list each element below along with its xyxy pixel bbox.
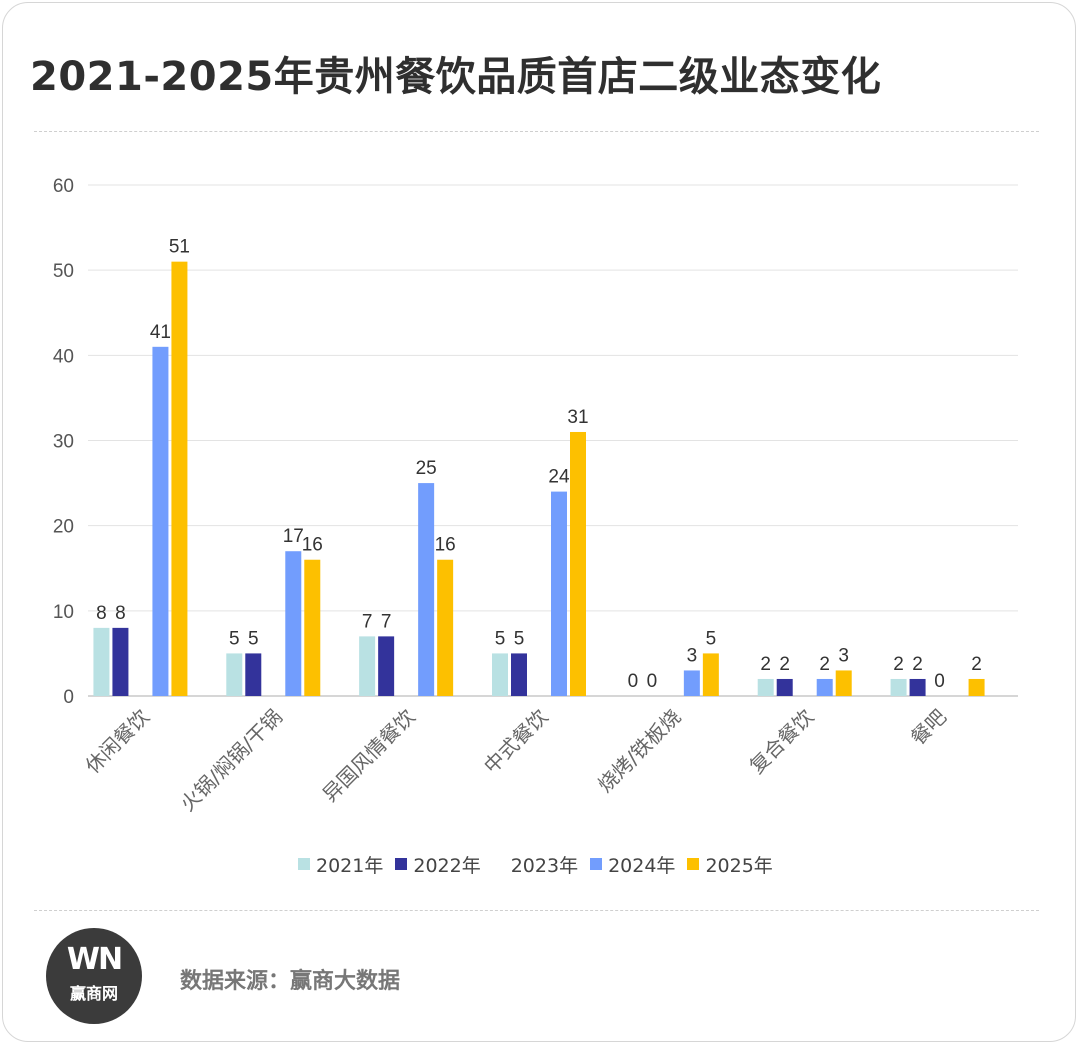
data-label: 7 <box>381 611 392 632</box>
source-name: 赢商大数据 <box>290 969 401 994</box>
legend-swatch <box>395 858 408 870</box>
legend-item: 2021年 <box>298 851 383 878</box>
bar <box>776 678 793 696</box>
data-source: 数据来源：赢商大数据 <box>180 963 400 995</box>
data-label: 16 <box>435 535 456 556</box>
x-category-label: 火锅/焖锅/干锅 <box>175 705 286 816</box>
bar <box>757 678 774 696</box>
chart-legend: 2021年 2022年 2023年 2024年 2025年 <box>298 851 785 878</box>
x-category-label: 餐吧 <box>906 705 951 750</box>
data-label: 2 <box>912 654 923 675</box>
data-label: 5 <box>229 628 240 649</box>
data-label: 31 <box>567 407 588 428</box>
data-label: 5 <box>514 628 525 649</box>
bar <box>570 431 586 696</box>
bar <box>437 559 454 696</box>
data-label: 17 <box>283 526 304 547</box>
data-label: 2 <box>779 654 790 675</box>
bar <box>511 653 527 696</box>
y-tick-label: 60 <box>53 176 74 197</box>
x-category-label: 异国风情餐饮 <box>318 705 420 807</box>
data-label: 2 <box>893 654 904 675</box>
legend-label: 2024年 <box>608 854 676 877</box>
data-label: 7 <box>362 611 373 632</box>
x-category-label: 中式餐饮 <box>479 705 553 779</box>
bar <box>226 653 243 696</box>
bar <box>152 346 169 696</box>
data-label: 0 <box>647 671 658 692</box>
legend-swatch <box>687 858 700 870</box>
data-label: 2 <box>971 654 982 675</box>
bar <box>304 559 321 696</box>
bar <box>835 670 852 696</box>
bar <box>171 261 188 696</box>
legend-label: 2025年 <box>705 854 773 877</box>
data-label: 25 <box>416 458 437 479</box>
bar <box>890 678 907 696</box>
legend-label: 2023年 <box>510 854 579 877</box>
logo-text: 赢商网 <box>69 984 118 1003</box>
data-label: 0 <box>934 671 945 692</box>
bar <box>378 636 395 696</box>
legend-item: 2023年 <box>492 851 579 878</box>
bar <box>683 670 700 696</box>
title-divider <box>34 131 1039 132</box>
data-label: 3 <box>687 645 698 666</box>
data-label: 16 <box>302 535 323 556</box>
legend-item: 2022年 <box>395 851 481 878</box>
bar <box>245 653 262 696</box>
legend-swatch <box>590 858 603 870</box>
bar <box>285 551 302 696</box>
x-category-label: 烧烤/铁板烧 <box>593 705 685 797</box>
bar <box>816 678 833 696</box>
data-label: 2 <box>819 654 830 675</box>
bar <box>968 678 985 696</box>
data-label: 51 <box>169 237 190 258</box>
bar <box>418 483 435 696</box>
data-label: 5 <box>706 628 717 649</box>
legend-label: 2021年 <box>316 854 384 877</box>
y-tick-label: 10 <box>53 602 74 623</box>
data-label: 5 <box>495 628 506 649</box>
data-label: 41 <box>150 322 171 343</box>
y-tick-label: 0 <box>63 687 74 708</box>
y-tick-label: 30 <box>53 432 74 453</box>
data-label: 0 <box>628 671 639 692</box>
source-label: 数据来源： <box>180 969 291 994</box>
legend-item: 2024年 <box>590 851 675 878</box>
winshang-logo-icon: WN 赢商网 <box>46 928 142 1024</box>
chart-title: 2021-2025年贵州餐饮品质首店二级业态变化 <box>30 54 882 100</box>
bar <box>112 627 129 696</box>
data-label: 3 <box>838 645 849 666</box>
footer-divider <box>34 910 1039 911</box>
bar <box>551 491 567 696</box>
bar <box>93 627 110 696</box>
legend-swatch <box>298 858 310 870</box>
data-label: 24 <box>548 467 570 488</box>
data-label: 8 <box>115 603 126 624</box>
bar <box>909 678 926 696</box>
x-category-label: 复合餐饮 <box>745 705 819 779</box>
bar <box>702 653 719 696</box>
legend-swatch <box>492 858 505 870</box>
bar <box>492 653 508 696</box>
logo-mark: WN <box>66 942 123 977</box>
y-tick-label: 20 <box>53 517 74 538</box>
x-category-label: 休闲餐饮 <box>80 705 154 779</box>
y-tick-label: 40 <box>53 346 74 367</box>
data-label: 2 <box>760 654 771 675</box>
data-label: 5 <box>248 628 259 649</box>
data-label: 8 <box>96 603 107 624</box>
bar <box>359 636 376 696</box>
y-tick-label: 50 <box>53 261 74 282</box>
legend-label: 2022年 <box>413 854 481 877</box>
legend-item: 2025年 <box>687 851 773 878</box>
